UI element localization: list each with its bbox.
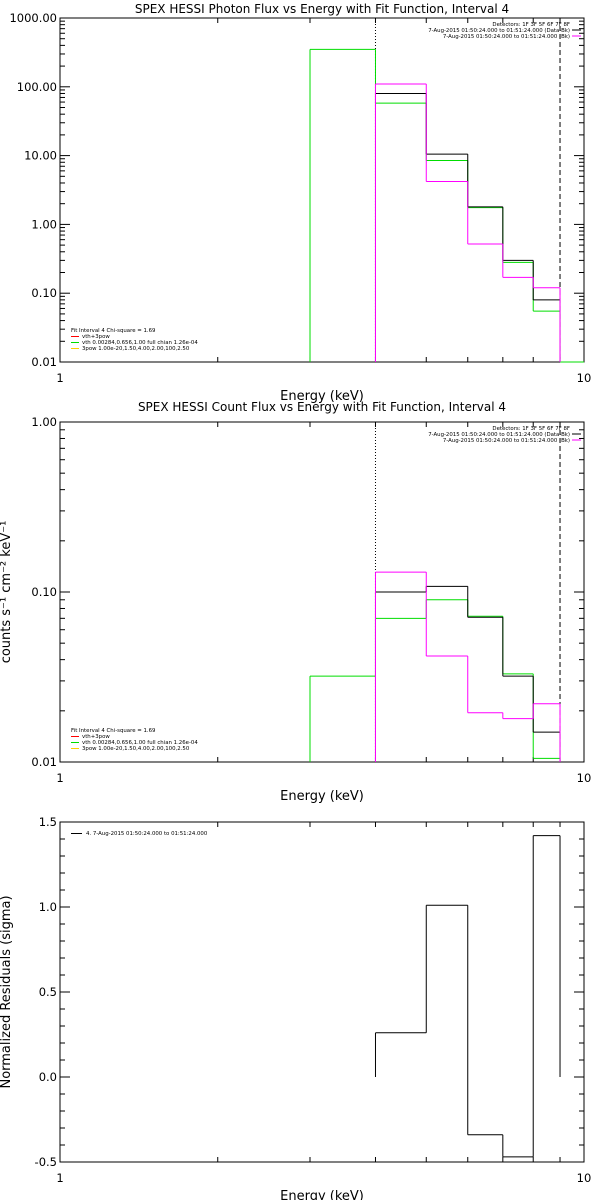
y-tick-label: 0.5 (39, 985, 57, 999)
y-tick-label: 1000.00 (9, 11, 57, 25)
legend-entry: vth 0.00284,0.656,1.00 full chian 1.26e-… (82, 340, 198, 346)
y-tick-label: 0.10 (31, 286, 57, 300)
legend-entry: vth+3pow (82, 334, 110, 340)
series-fit (309, 48, 584, 363)
y-tick-label: -0.5 (35, 1155, 57, 1169)
chart-panel-3: 1 10 -0.5 0.0 0.5 1.0 1.5 Energy (keV) Normalize… (0, 815, 591, 1200)
y-tick-label: 1.00 (31, 217, 57, 231)
y-tick-label: 0.01 (31, 755, 57, 769)
series-data (374, 835, 561, 1158)
y-tick-label: 100.00 (17, 80, 57, 94)
legend-entry: Fit Interval 4 Chi-square = 1.69 (71, 728, 156, 734)
y-tick-label: 10.00 (24, 149, 57, 163)
series-model (374, 571, 561, 762)
chart-title: SPEX HESSI Count Flux vs Energy with Fit… (138, 400, 506, 414)
header-line: 7-Aug-2015 01:50:24.000 to 01:51:24.000 … (443, 438, 570, 444)
y-tick-label: 1.5 (39, 815, 57, 829)
x-axis-label: Energy (keV) (280, 389, 364, 404)
header-line: 7-Aug-2015 01:50:24.000 to 01:51:24.000 … (428, 28, 570, 34)
legend-entry: Fit Interval 4 Chi-square = 1.69 (71, 328, 156, 334)
header-line: Detectors: 1F 3F 5F 6F 7F 8F (492, 22, 570, 28)
x-tick-label: 1 (56, 371, 63, 385)
x-axis-label: Energy (keV) (280, 1189, 364, 1200)
legend-entry: 3pow 1.00e-20,1.50,4.00,2.00,100,2.50 (82, 346, 190, 352)
y-tick-label: 0.01 (31, 355, 57, 369)
legend-entry: vth 0.00284,0.656,1.00 full chian 1.26e-… (82, 740, 198, 746)
header-line: Detectors: 1F 3F 5F 6F 7F 8F (492, 426, 570, 432)
x-tick-label: 1 (56, 771, 63, 785)
x-tick-label: 1 (56, 1171, 63, 1185)
header-line: 7-Aug-2015 01:50:24.000 to 01:51:24.000 … (443, 34, 570, 40)
plot-frame (59, 821, 585, 1163)
x-tick-label: 10 (577, 1171, 592, 1185)
chart-panel-1: SPEX HESSI Photon Flux vs Energy with Fi… (9, 2, 591, 404)
plot-frame (59, 421, 585, 763)
header-line: 7-Aug-2015 01:50:24.000 to 01:51:24.000 … (428, 432, 570, 438)
y-tick-label: 0.0 (39, 1070, 57, 1084)
y-tick-label: 0.10 (31, 585, 57, 599)
x-tick-label: 10 (577, 771, 592, 785)
legend-entry: 3pow 1.00e-20,1.50,4.00,2.00,100,2.50 (82, 746, 190, 752)
series-fit (309, 599, 561, 762)
y-tick-label: 1.0 (39, 900, 57, 914)
series-model (374, 83, 561, 362)
chart-panel-2: SPEX HESSI Count Flux vs Energy with Fit… (0, 400, 591, 804)
y-tick-label: 1.00 (31, 415, 57, 429)
x-tick-label: 10 (577, 371, 592, 385)
y-axis-label: counts s⁻¹ cm⁻² keV⁻¹ (0, 521, 14, 664)
legend-entry: vth+3pow (82, 734, 110, 740)
x-axis-label: Energy (keV) (280, 789, 364, 804)
y-axis-label: Normalized Residuals (sigma) (0, 895, 14, 1088)
chart-title: SPEX HESSI Photon Flux vs Energy with Fi… (135, 2, 509, 16)
legend-entry: 4. 7-Aug-2015 01:50:24.000 to 01:51:24.0… (86, 831, 208, 837)
plot-frame (59, 17, 585, 363)
